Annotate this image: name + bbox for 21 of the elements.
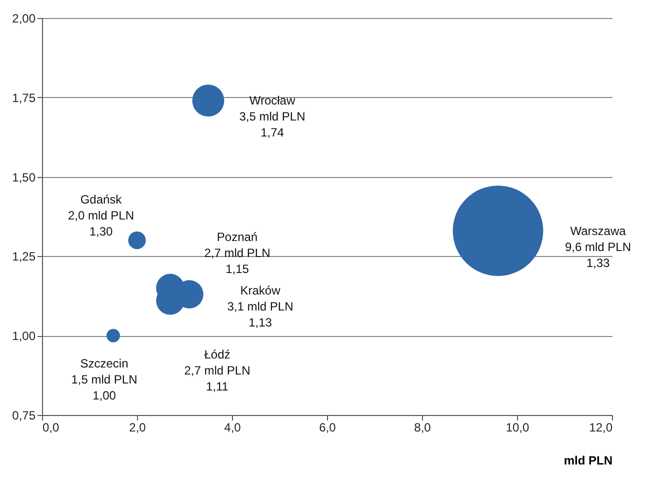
annotation: Gdańsk 2,0 mld PLN 1,30 — [68, 192, 134, 238]
y-tick-label: 2,00 — [12, 12, 36, 26]
x-tick-label: 12,0 — [589, 420, 613, 434]
y-tick-label: 1,50 — [12, 170, 36, 184]
x-tick-label: 0,0 — [42, 420, 60, 434]
y-tick-label: 1,00 — [12, 329, 36, 344]
annotation: Warszawa 9,6 mld PLN 1,33 — [564, 224, 632, 270]
annotation: Kraków 3,1 mld PLN 1,13 — [227, 283, 294, 330]
y-tick-label: 0,75 — [12, 408, 36, 422]
x-tick-label: 8,0 — [414, 420, 432, 434]
annotation: Wrocław 3,5 mld PLN 1,74 — [239, 94, 306, 140]
annotation: Szczecin 1,5 mld PLN 1,00 — [71, 356, 138, 403]
x-tick-label: 4,0 — [224, 420, 242, 434]
annotation: Łódź 2,7 mld PLN 1,11 — [184, 348, 250, 394]
annotation: Poznań 2,7 mld PLN 1,15 — [204, 230, 270, 276]
x-tick-label: 2,0 — [129, 420, 146, 434]
y-tick-label: 1,75 — [12, 90, 36, 105]
x-tick-label: 10,0 — [506, 420, 530, 434]
y-tick-label: 1,25 — [12, 250, 36, 264]
x-tick-label: 6,0 — [319, 420, 336, 434]
x-axis-title: mld PLN — [564, 454, 612, 468]
